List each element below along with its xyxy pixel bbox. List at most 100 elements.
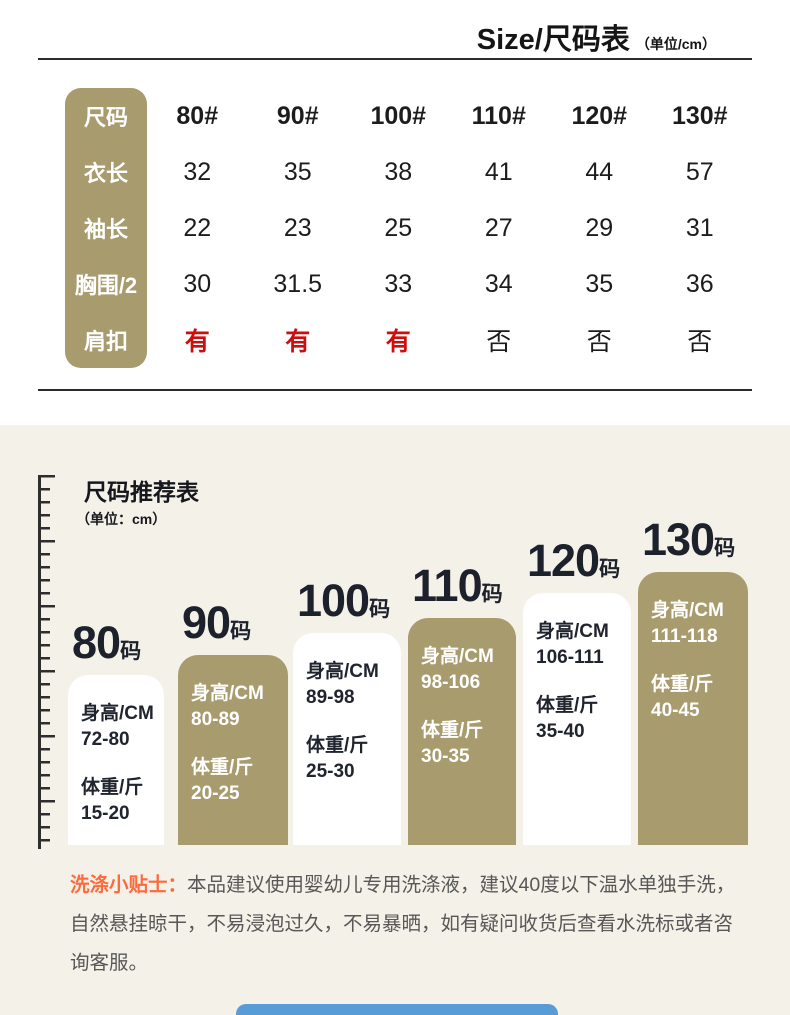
bar-label-120: 120码 (527, 538, 631, 583)
weight-label: 体重/斤 (191, 757, 254, 778)
size-bar-80: 80码 身高/CM 72-80 体重/斤 15-20 (68, 620, 164, 845)
bar-size-suffix: 码 (714, 537, 736, 560)
table-cell: 38 (384, 157, 413, 186)
bar-size-suffix: 码 (230, 620, 252, 643)
height-range: 106-111 (536, 647, 604, 668)
weight-label: 体重/斤 (536, 695, 599, 716)
ruler-icon (38, 475, 55, 849)
table-cell: 35 (283, 157, 312, 186)
size-bar-120: 120码 身高/CM 106-111 体重/斤 35-40 (523, 538, 631, 845)
table-cell-yes: 有 (385, 328, 411, 356)
table-cell-yes: 有 (285, 328, 311, 356)
row-label-sleeve-length: 袖长 (83, 217, 128, 242)
divider-top (38, 58, 752, 60)
table-cell: 30 (183, 269, 212, 298)
bar-90: 身高/CM 80-89 体重/斤 20-25 (178, 655, 288, 845)
size-table: 尺码 80# 90# 100# 110# 120# 130# 衣长 32 35 … (65, 88, 750, 368)
table-cell: 32 (183, 157, 212, 186)
bar-120: 身高/CM 106-111 体重/斤 35-40 (523, 593, 631, 845)
size-table-title: Size/尺码表 (476, 24, 630, 56)
bar-size-number: 80 (72, 617, 121, 668)
table-row-garment-length: 衣长 32 35 38 41 44 57 (65, 144, 750, 200)
column-header: 110# (471, 101, 526, 130)
bar-size-number: 120 (527, 535, 600, 586)
height-label: 身高/CM (421, 646, 494, 667)
bar-100: 身高/CM 89-98 体重/斤 25-30 (293, 633, 401, 845)
bar-size-number: 130 (642, 514, 715, 565)
weight-range: 20-25 (191, 783, 240, 804)
row-label-size: 尺码 (83, 105, 128, 130)
table-cell: 44 (585, 157, 614, 186)
weight-range: 15-20 (81, 803, 130, 824)
size-recommendation-section: 尺码推荐表 （单位：cm） 80码 身高/CM 72-80 体重/斤 15-20… (0, 425, 790, 1015)
weight-label: 体重/斤 (306, 735, 369, 756)
weight-label: 体重/斤 (651, 674, 714, 695)
recommendation-unit-note: （单位：cm） (76, 511, 167, 527)
bar-label-130: 130码 (642, 517, 748, 562)
bar-label-90: 90码 (182, 600, 288, 645)
table-cell: 34 (484, 269, 513, 298)
table-cell-no: 否 (586, 328, 612, 356)
bar-size-suffix: 码 (481, 583, 503, 606)
bar-130: 身高/CM 111-118 体重/斤 40-45 (638, 572, 748, 845)
size-bar-130: 130码 身高/CM 111-118 体重/斤 40-45 (638, 517, 748, 845)
recommendation-title: 尺码推荐表 (84, 479, 199, 505)
column-header: 120# (571, 101, 628, 130)
table-row-headers: 尺码 80# 90# 100# 110# 120# 130# (65, 88, 750, 144)
size-bar-110: 110码 身高/CM 98-106 体重/斤 30-35 (408, 563, 516, 845)
size-table-unit-note: （单位/cm） (635, 36, 716, 52)
size-bar-90: 90码 身高/CM 80-89 体重/斤 20-25 (178, 600, 288, 845)
bar-label-80: 80码 (72, 620, 164, 665)
table-cell: 35 (585, 269, 614, 298)
table-cell: 27 (484, 213, 513, 242)
height-label: 身高/CM (306, 661, 379, 682)
weight-range: 30-35 (421, 746, 470, 767)
table-cell: 36 (685, 269, 714, 298)
table-cell-yes: 有 (184, 328, 210, 356)
table-cell-no: 否 (687, 328, 713, 356)
height-range: 111-118 (651, 626, 718, 647)
height-label: 身高/CM (651, 600, 724, 621)
table-cell: 57 (685, 157, 714, 186)
table-cell: 23 (283, 213, 312, 242)
table-cell-no: 否 (486, 328, 512, 356)
bar-size-suffix: 码 (120, 640, 142, 663)
weight-label: 体重/斤 (81, 777, 144, 798)
height-range: 80-89 (191, 709, 240, 730)
weight-range: 40-45 (651, 700, 700, 721)
bar-size-number: 90 (182, 597, 231, 648)
row-label-shoulder-button: 肩扣 (83, 329, 128, 354)
height-range: 98-106 (421, 672, 481, 693)
bar-size-number: 110 (412, 560, 483, 611)
table-cell: 31.5 (273, 269, 323, 298)
washing-tips: 洗涤小贴士：本品建议使用婴幼儿专用洗涤液，建议40度以下温水单独手洗，自然悬挂晾… (70, 866, 738, 983)
bar-size-suffix: 码 (599, 558, 621, 581)
column-header: 90# (276, 101, 319, 130)
bar-size-number: 100 (297, 575, 370, 626)
washing-tips-text: 本品建议使用婴幼儿专用洗涤液，建议40度以下温水单独手洗，自然悬挂晾干，不易浸泡… (70, 874, 736, 974)
column-header: 130# (671, 101, 728, 130)
row-label-column-background (65, 88, 147, 368)
column-header: 100# (370, 101, 427, 130)
weight-range: 25-30 (306, 761, 355, 782)
row-label-chest: 胸围/2 (74, 273, 138, 298)
weight-range: 35-40 (536, 721, 585, 742)
height-label: 身高/CM (191, 683, 264, 704)
size-bar-100: 100码 身高/CM 89-98 体重/斤 25-30 (293, 578, 401, 845)
table-row-chest: 胸围/2 30 31.5 33 34 35 36 (65, 256, 750, 312)
table-cell: 31 (685, 213, 714, 242)
column-header: 80# (176, 101, 219, 130)
height-label: 身高/CM (81, 703, 154, 724)
washing-tips-label: 洗涤小贴士： (70, 874, 188, 896)
bar-80: 身高/CM 72-80 体重/斤 15-20 (68, 675, 164, 845)
page-title: Size/尺码表 （单位/cm） (0, 16, 716, 58)
table-cell: 29 (585, 213, 614, 242)
height-range: 72-80 (81, 729, 130, 750)
table-cell: 33 (384, 269, 413, 298)
table-row-shoulder-button: 肩扣 有 有 有 否 否 否 (65, 312, 750, 368)
weight-label: 体重/斤 (421, 720, 484, 741)
bar-label-100: 100码 (297, 578, 401, 623)
table-cell: 22 (183, 213, 212, 242)
bar-110: 身高/CM 98-106 体重/斤 30-35 (408, 618, 516, 845)
